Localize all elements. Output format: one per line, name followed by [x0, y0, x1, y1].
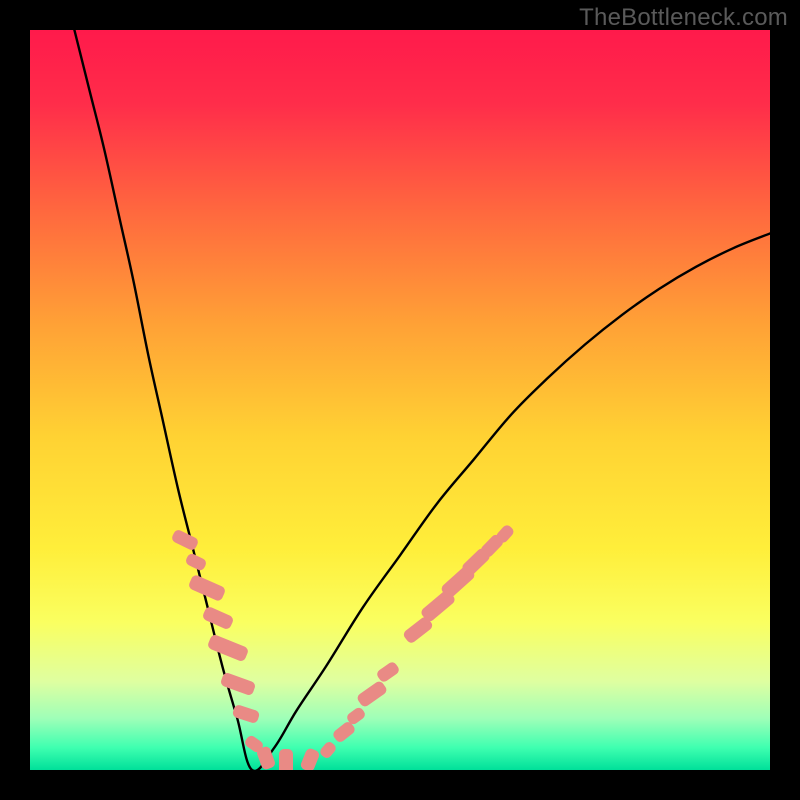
- chart-frame: TheBottleneck.com: [0, 0, 800, 800]
- watermark-text: TheBottleneck.com: [579, 4, 788, 32]
- plot-area: [30, 30, 770, 770]
- bottleneck-chart: [0, 0, 800, 800]
